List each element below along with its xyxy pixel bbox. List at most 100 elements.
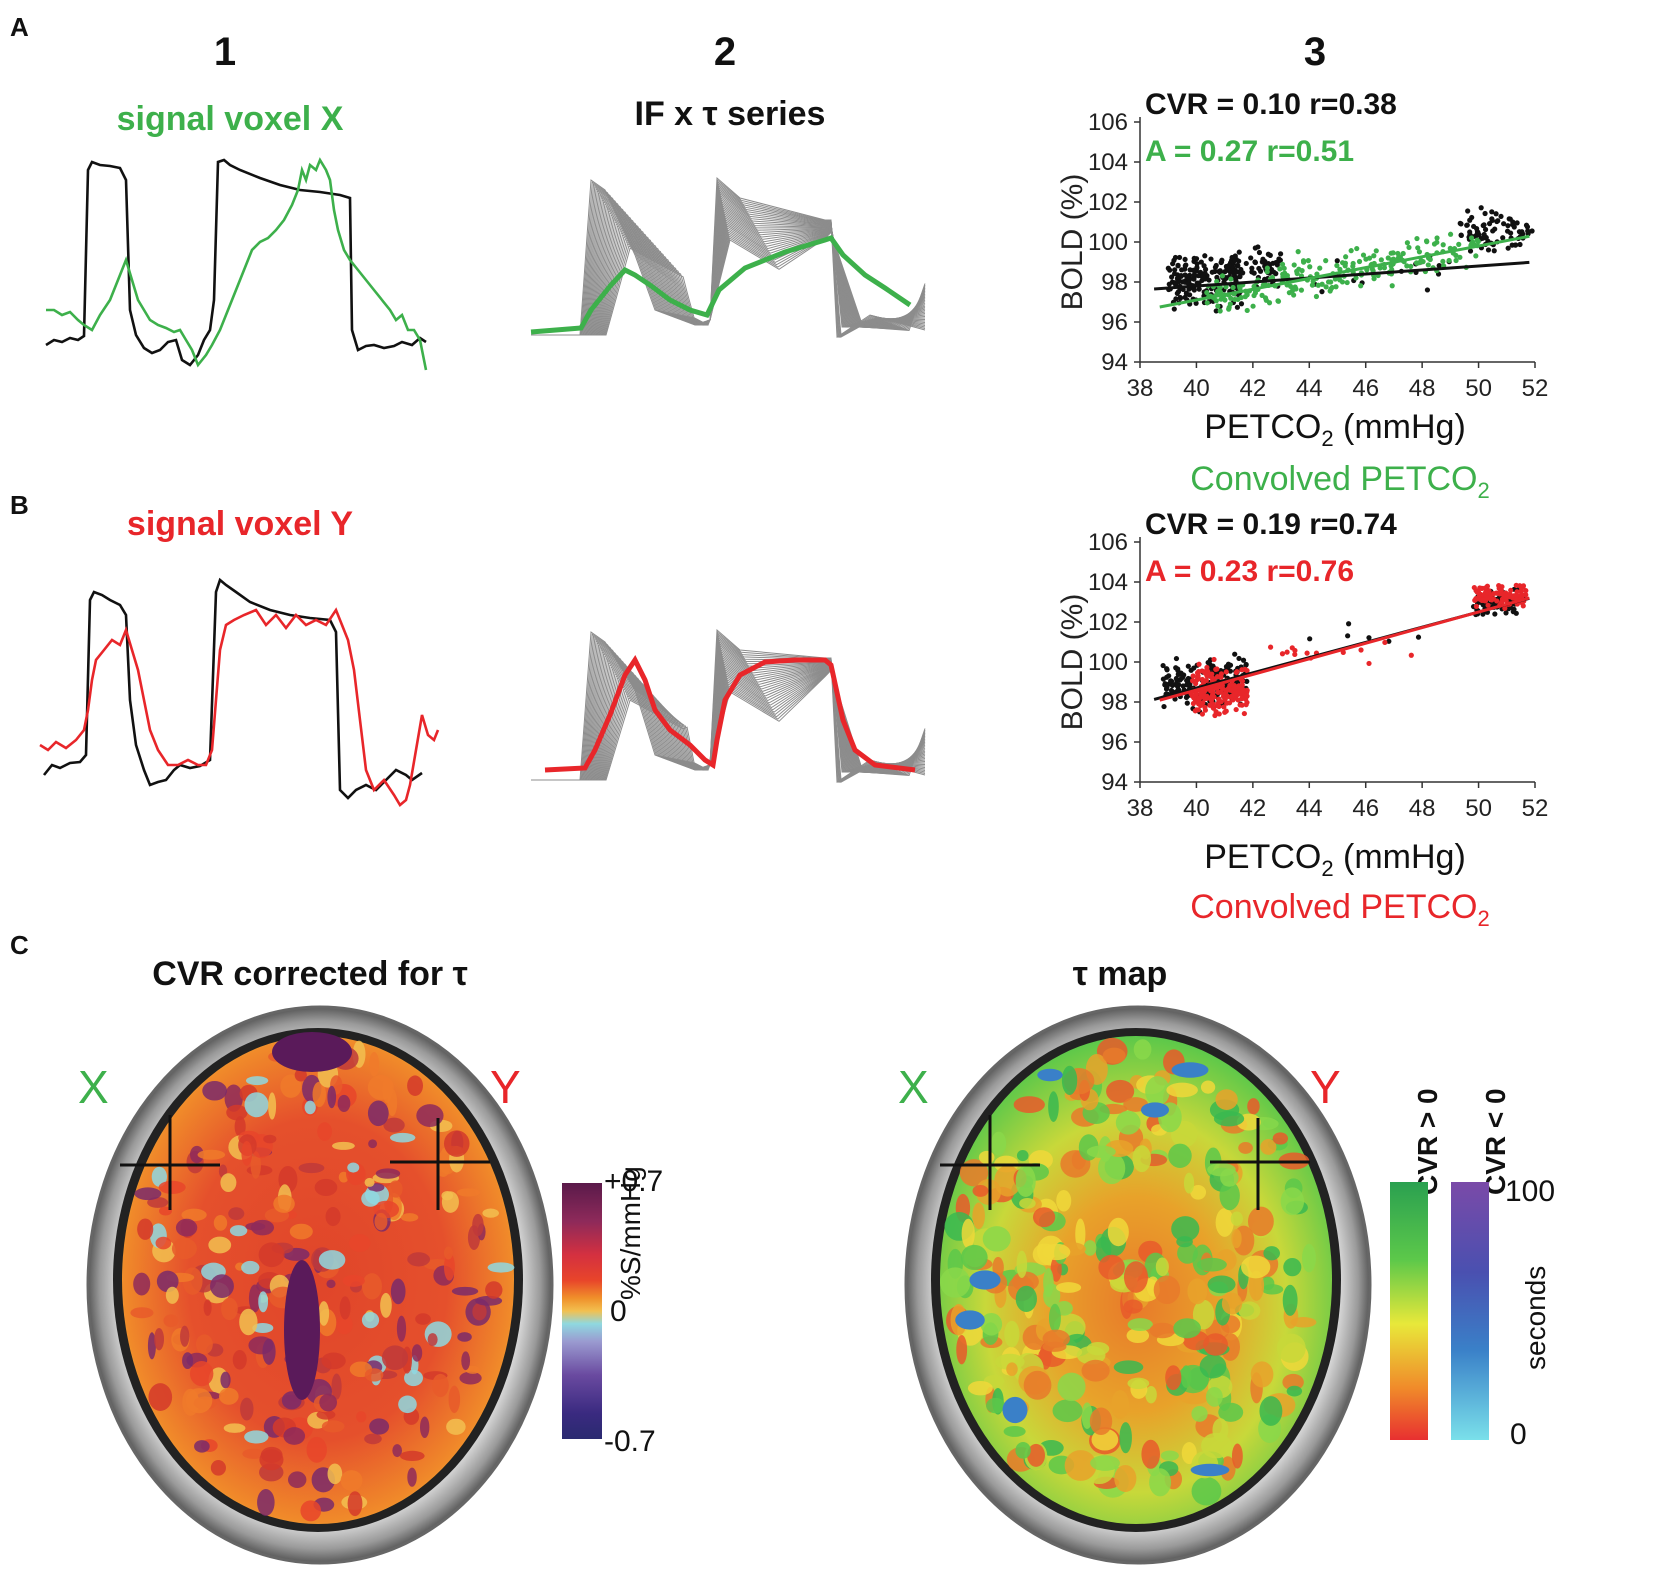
map-blob [1013, 1096, 1045, 1114]
map-blob [978, 1150, 995, 1165]
convolved-data-point [1348, 248, 1354, 254]
map-blob [443, 1246, 453, 1260]
map-blob [992, 1256, 1004, 1278]
petco2-data-point [1510, 609, 1516, 615]
petco2-data-point [1498, 213, 1504, 220]
convolved-data-point [1414, 260, 1420, 266]
map-blob [1037, 1068, 1063, 1082]
convolved-data-point [1233, 706, 1239, 713]
convolved-data-point [1319, 281, 1325, 287]
convolved-data-point [1214, 666, 1220, 672]
map-blob [1241, 1255, 1271, 1279]
map-blob [994, 1165, 1022, 1197]
scatter-a3-content: 94 96 98 100 102 104 106 38 40 42 44 46 48 50 52 BOLD (… [1056, 109, 1548, 402]
map-blob [940, 1267, 971, 1298]
convolved-data-point [1222, 297, 1228, 303]
map-blob [1250, 1361, 1274, 1388]
map-blob [361, 1312, 380, 1329]
petco2-data-point [1345, 633, 1351, 639]
x-tick-label: 42 [1240, 795, 1267, 822]
petco2-data-point [1213, 308, 1219, 314]
convolved-data-point [1214, 278, 1220, 285]
map-blob [1032, 1207, 1056, 1228]
map-blob [364, 1368, 384, 1382]
petco2-data-point [1480, 235, 1486, 241]
panel-letter-c: C [10, 930, 29, 960]
cvr-colorbar [562, 1183, 602, 1439]
convolved-data-point [1360, 252, 1367, 258]
convolved-data-point [1354, 245, 1360, 252]
convolved-data-point [1358, 283, 1364, 289]
map-blob [218, 1387, 239, 1405]
map-blob [1061, 1065, 1078, 1095]
map-blob [189, 1361, 214, 1387]
convolved-data-point [1523, 588, 1529, 594]
convolved-data-point [1189, 693, 1195, 699]
y-tick-label: 98 [1101, 269, 1128, 296]
map-blob [448, 1385, 461, 1414]
map-blob [1081, 1359, 1110, 1382]
petco2-data-point [1173, 665, 1179, 671]
map-blob [339, 1296, 351, 1320]
title-tau-map: τ map [1072, 955, 1168, 993]
map-blob [134, 1187, 162, 1201]
x-tick-label: 48 [1409, 795, 1436, 822]
xaxis-label-units-b3: (mmHg) [1333, 838, 1466, 876]
map-blob [374, 1212, 388, 1231]
map-blob [1203, 1333, 1228, 1356]
convolved-data-point [1373, 248, 1379, 254]
map-blob [967, 1380, 993, 1396]
convolved-data-point [1358, 647, 1364, 653]
convolved-data-point [1381, 265, 1388, 271]
y-axis-label: BOLD (%) [1056, 594, 1089, 731]
cvr-colorbar-unit-text: %S/mmHg [615, 1166, 646, 1300]
convolved-data-point [1382, 639, 1388, 646]
petco2-data-point [1307, 636, 1313, 642]
convolved-data-point [1440, 242, 1446, 248]
convolved-data-point [1241, 710, 1247, 717]
convolved-data-point [1408, 652, 1414, 658]
convolved-data-point [1385, 255, 1391, 261]
convolved-data-point [1356, 258, 1363, 265]
petco2-data-point [1182, 272, 1188, 278]
map-blob [1107, 1217, 1129, 1247]
convolved-data-point [1211, 656, 1217, 663]
map-blob [955, 1310, 985, 1330]
map-blob [335, 1314, 353, 1335]
convolved-data-point [1279, 261, 1286, 267]
convolved-data-point [1477, 585, 1483, 591]
map-blob [318, 1250, 346, 1270]
convolved-data-point [1204, 289, 1210, 296]
map-blob [1247, 1098, 1260, 1115]
map-blob [342, 1274, 365, 1287]
map-blob [1213, 1111, 1245, 1127]
convolved-data-point [1250, 303, 1256, 309]
petco2-data-point [1200, 274, 1206, 280]
petco2-data-point [1482, 226, 1489, 233]
petco2-data-point [1234, 263, 1240, 269]
petco2-data-point [1478, 205, 1484, 211]
convolved-data-point [1350, 260, 1356, 267]
map-blob [457, 1332, 472, 1342]
map-blob [1149, 1322, 1176, 1339]
map-blob [280, 1074, 302, 1098]
map-blob [171, 1238, 197, 1260]
map-blob [427, 1333, 438, 1346]
convolved-data-point [1244, 699, 1250, 706]
map-blob [1191, 1476, 1222, 1506]
x-tick-label: 52 [1522, 375, 1549, 402]
stats-black-a3: CVR = 0.10 r=0.38 [1145, 88, 1397, 121]
map-blob [465, 1365, 481, 1374]
petco2-data-point [1178, 675, 1185, 681]
petco2-data-point [1265, 261, 1272, 267]
stats-red-b3: A = 0.23 r=0.76 [1145, 555, 1355, 588]
map-blob [180, 1325, 190, 1347]
petco2-data-point [1277, 257, 1283, 263]
map-blob [1086, 1342, 1110, 1356]
map-blob [147, 1196, 169, 1208]
convolved-data-point [1232, 690, 1239, 696]
if-tau-series-plot-a [530, 176, 926, 338]
map-blob [1002, 1396, 1028, 1424]
convolved-data-point [1198, 702, 1204, 709]
